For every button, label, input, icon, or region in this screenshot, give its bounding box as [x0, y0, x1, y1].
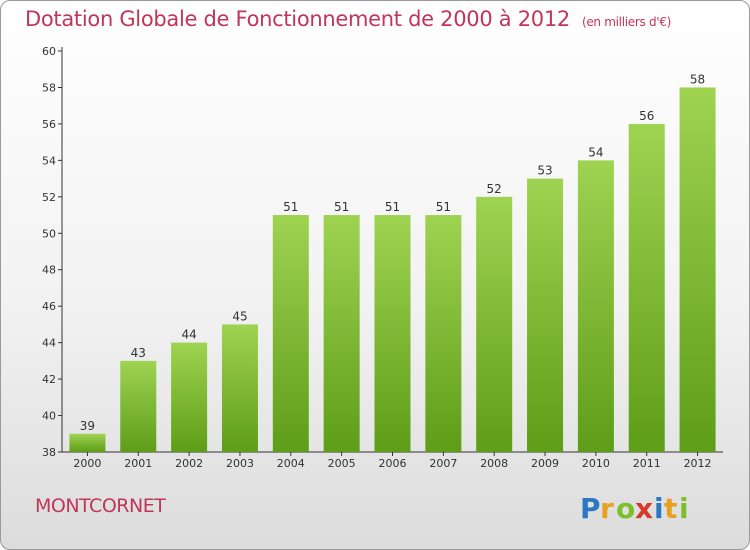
chart-title: Dotation Globale de Fonctionnement de 20… [25, 7, 671, 31]
bar [323, 215, 360, 452]
y-tick-label: 42 [42, 373, 56, 386]
bar-value-label: 45 [232, 309, 247, 323]
proxiti-logo: P r o x i t i [580, 492, 689, 525]
bar-value-label: 51 [283, 200, 298, 214]
chart-unit-note: (en milliers d'€) [581, 15, 671, 29]
x-tick-label: 2001 [124, 457, 152, 470]
bar-value-label: 51 [334, 200, 349, 214]
y-tick-label: 50 [42, 227, 56, 240]
bar-value-label: 44 [181, 328, 196, 342]
bar [221, 324, 258, 452]
x-tick-label: 2003 [226, 457, 254, 470]
svg-text:x: x [635, 492, 653, 525]
bar [69, 433, 106, 452]
x-tick-label: 2011 [633, 457, 661, 470]
x-tick-label: 2005 [328, 457, 356, 470]
y-tick-label: 54 [42, 154, 56, 167]
y-tick-label: 46 [42, 300, 56, 313]
x-tick-label: 2004 [277, 457, 305, 470]
y-tick-label: 44 [42, 337, 56, 350]
bar [374, 215, 411, 452]
y-tick-label: 38 [42, 446, 56, 459]
x-tick-label: 2008 [480, 457, 508, 470]
bar-value-label: 54 [588, 145, 603, 159]
bar-value-label: 56 [639, 109, 654, 123]
bar [272, 215, 309, 452]
chart-title-text: Dotation Globale de Fonctionnement de 20… [25, 7, 570, 31]
bar-value-label: 51 [436, 200, 451, 214]
x-tick-label: 2007 [429, 457, 457, 470]
x-tick-label: 2000 [73, 457, 101, 470]
bar-value-label: 39 [80, 419, 95, 433]
bar [679, 87, 716, 453]
bar [425, 215, 462, 452]
y-tick-label: 52 [42, 191, 56, 204]
y-tick-label: 60 [42, 45, 56, 58]
y-tick-label: 48 [42, 264, 56, 277]
bar [577, 160, 614, 452]
bar [120, 360, 157, 452]
bar-value-label: 58 [690, 72, 705, 86]
bar [527, 178, 564, 452]
svg-text:P: P [580, 492, 601, 525]
y-tick-label: 58 [42, 81, 56, 94]
svg-text:i: i [679, 492, 689, 525]
bar-value-label: 43 [131, 346, 146, 360]
bar [476, 196, 513, 452]
x-tick-label: 2010 [582, 457, 610, 470]
bar-value-label: 53 [537, 164, 552, 178]
svg-text:t: t [664, 492, 677, 525]
x-tick-label: 2009 [531, 457, 559, 470]
x-tick-label: 2002 [175, 457, 203, 470]
town-name: MONTCORNET [35, 495, 166, 517]
bar [628, 123, 665, 452]
y-tick-label: 40 [42, 410, 56, 423]
y-tick-label: 56 [42, 118, 56, 131]
bar-value-label: 51 [385, 200, 400, 214]
svg-text:o: o [616, 492, 635, 525]
bar [171, 342, 208, 452]
svg-text:i: i [654, 492, 664, 525]
bar-value-label: 52 [487, 182, 502, 196]
svg-text:r: r [600, 492, 614, 525]
x-tick-label: 2006 [379, 457, 407, 470]
x-tick-label: 2012 [684, 457, 712, 470]
